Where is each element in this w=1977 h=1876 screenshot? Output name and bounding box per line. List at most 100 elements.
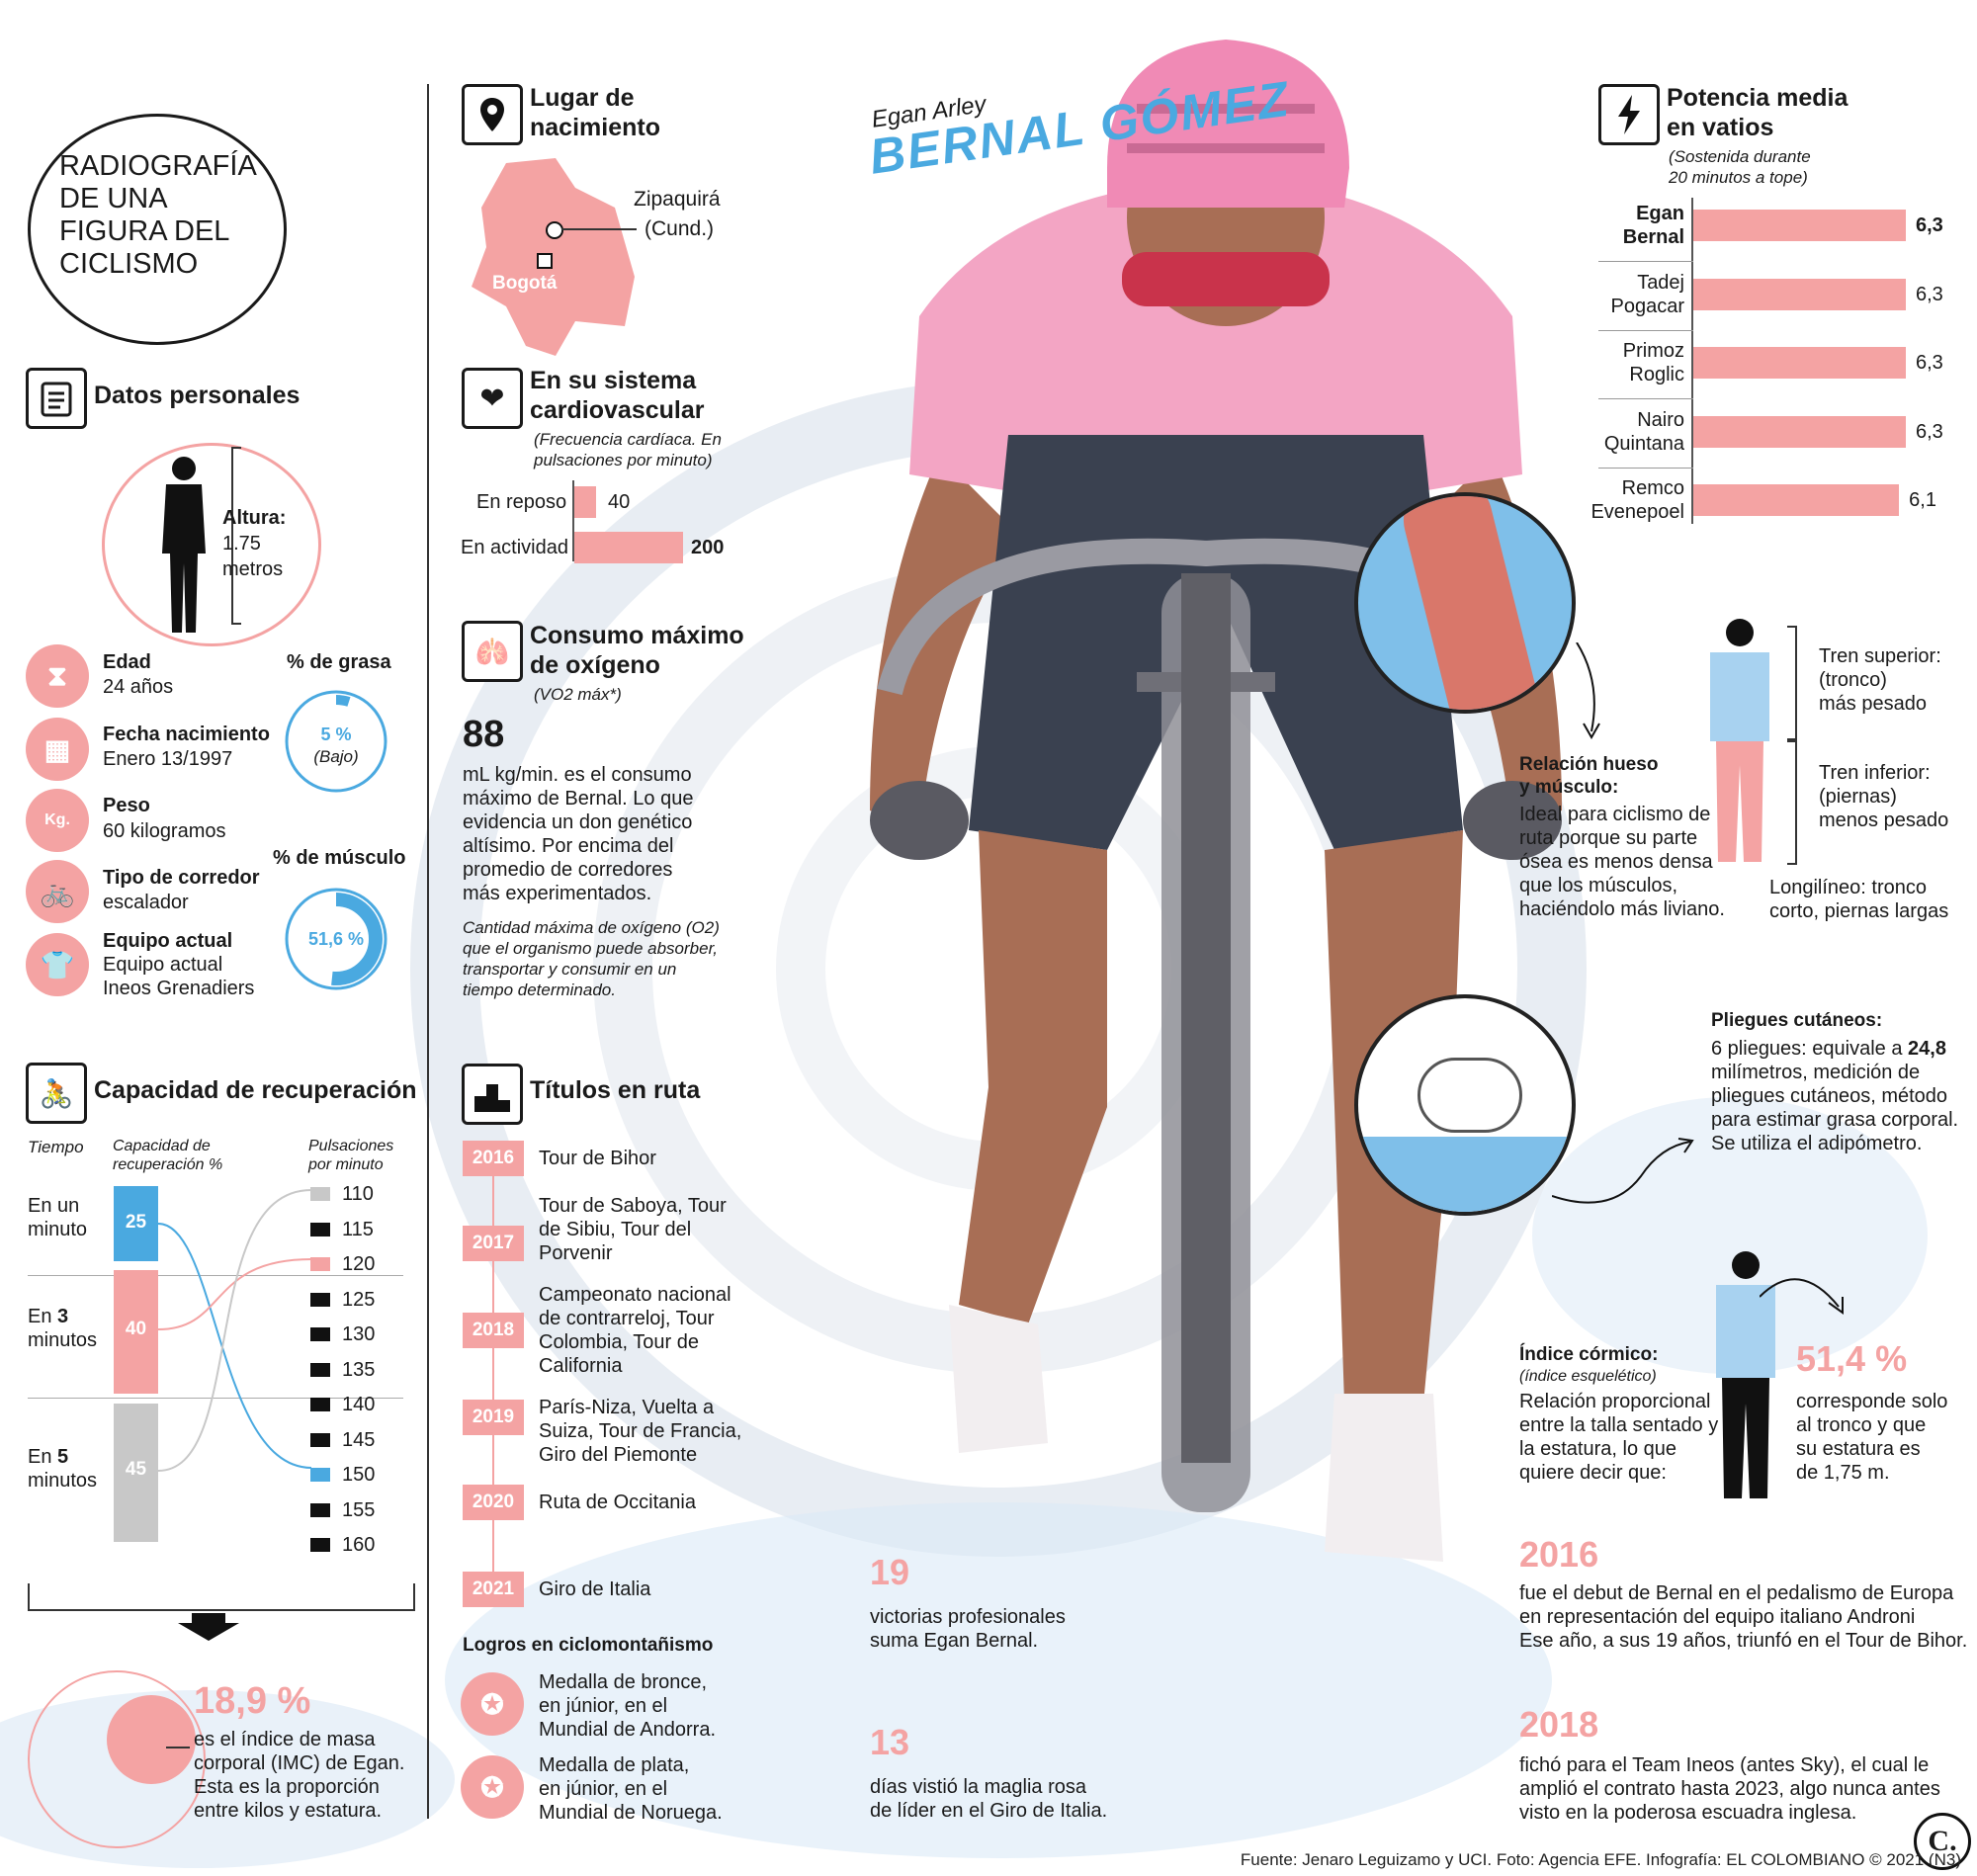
page-title: RADIOGRAFÍA DE UNA FIGURA DEL CICLISMO bbox=[59, 150, 256, 280]
title-text-2019: París-Niza, Vuelta a Suiza, Tour de Franc… bbox=[539, 1397, 742, 1466]
height-label: Altura: bbox=[222, 507, 287, 529]
cardio-sub: (Frecuencia cardíaca. En pulsaciones por … bbox=[534, 430, 722, 469]
title-year-2016: 2016 bbox=[463, 1141, 524, 1176]
fat-label: % de grasa bbox=[287, 651, 391, 673]
silhouette-icon bbox=[162, 457, 206, 633]
cormic-figure bbox=[1716, 1251, 1775, 1498]
skinfold-zoom-circle bbox=[1354, 994, 1576, 1216]
power-value: 6,3 bbox=[1916, 283, 1943, 305]
pulse-marker bbox=[310, 1187, 330, 1201]
titles-timeline bbox=[492, 1156, 494, 1591]
birthdate-label: Fecha nacimiento bbox=[103, 724, 270, 745]
recovery-col-pulse: Pulsaciones por minuto bbox=[308, 1138, 394, 1173]
fat-note: (Bajo) bbox=[313, 747, 359, 766]
title-year-2020: 2020 bbox=[463, 1485, 524, 1520]
location-pin-icon bbox=[462, 84, 523, 145]
cormic-value-text: corresponde solo al tronco y que su estatu… bbox=[1796, 1391, 1948, 1484]
power-value: 6,3 bbox=[1916, 214, 1943, 236]
cardio-bar-active bbox=[574, 532, 683, 563]
capacity-bar-25 bbox=[114, 1186, 158, 1261]
lungs-icon: 🫁 bbox=[462, 621, 523, 682]
column-divider bbox=[427, 84, 429, 1819]
pulse-value: 125 bbox=[342, 1288, 376, 1311]
source-credit: Fuente: Jenaro Leguizamo y UCI. Foto: Ag… bbox=[1240, 1850, 1961, 1869]
pulse-value: 115 bbox=[342, 1218, 374, 1240]
lightning-icon bbox=[1598, 84, 1660, 145]
capacity-value-45: 45 bbox=[125, 1459, 147, 1480]
skin-heading: Pliegues cutáneos: bbox=[1711, 1010, 1883, 1031]
cormic-value: 51,4 % bbox=[1796, 1338, 1908, 1379]
personal-heading: Datos personales bbox=[94, 382, 301, 409]
capacity-value-40: 40 bbox=[125, 1319, 147, 1339]
mtb-heading: Logros en ciclomontañismo bbox=[463, 1635, 714, 1656]
age-label: Edad bbox=[103, 651, 151, 673]
muscle-zoom-circle bbox=[1354, 492, 1576, 714]
birthplace-heading: Lugar de nacimiento bbox=[530, 84, 660, 141]
pulse-value: 150 bbox=[342, 1464, 376, 1486]
fat-donut bbox=[285, 690, 387, 793]
zipaquira-region: (Cund.) bbox=[645, 217, 715, 240]
team-label: Equipo actual bbox=[103, 930, 233, 952]
hourglass-icon: ⧗ bbox=[26, 644, 89, 708]
jersey-icon: 👕 bbox=[26, 933, 89, 996]
bogota-label: Bogotá bbox=[492, 273, 558, 294]
cardio-rest-value: 40 bbox=[608, 491, 631, 513]
title-year-2021: 2021 bbox=[463, 1572, 524, 1607]
power-row-divider bbox=[1598, 329, 1693, 331]
calendar-icon: ▦ bbox=[26, 718, 89, 781]
row-divider bbox=[28, 1275, 403, 1276]
clipboard-icon bbox=[26, 368, 87, 429]
cormic-sub: (índice esquelético) bbox=[1519, 1368, 1657, 1385]
title-year-2019: 2019 bbox=[463, 1400, 524, 1435]
recovery-heading: Capacidad de recuperación bbox=[94, 1076, 417, 1104]
pulse-marker bbox=[310, 1398, 330, 1411]
body-note: Longilíneo: tronco corto, piernas largas bbox=[1769, 877, 1949, 922]
height-unit: metros bbox=[222, 558, 284, 580]
arrow-icon bbox=[1576, 642, 1600, 740]
rider-type-value: escalador bbox=[103, 892, 189, 913]
power-value: 6,3 bbox=[1916, 420, 1943, 443]
skin-text: 6 pliegues: equivale a 24,8 milímetros, … bbox=[1711, 1038, 1959, 1154]
oxygen-note: Cantidad máxima de oxígeno (O2) que el or… bbox=[463, 918, 720, 999]
recovery-connectors bbox=[158, 1189, 312, 1472]
time-3min: En 3 minutos bbox=[28, 1306, 98, 1351]
zipaquira-label: Zipaquirá bbox=[634, 188, 721, 211]
power-value: 6,3 bbox=[1916, 352, 1943, 374]
milestone-text-2016: fue el debut de Bernal en el pedalismo d… bbox=[1519, 1582, 1968, 1652]
title-text-2017: Tour de Saboya, Tour de Sibiu, Tour del Po… bbox=[539, 1195, 727, 1264]
zipaquira-marker bbox=[546, 221, 563, 239]
pulse-marker bbox=[310, 1538, 330, 1552]
milestone-text-2018: fichó para el Team Ineos (antes Sky), el… bbox=[1519, 1754, 1940, 1824]
power-row-divider bbox=[1598, 467, 1693, 469]
titles-heading: Títulos en ruta bbox=[530, 1076, 701, 1104]
pulse-value: 140 bbox=[342, 1394, 376, 1415]
cormic-heading: Índice córmico: bbox=[1519, 1344, 1659, 1365]
pulse-marker bbox=[310, 1362, 330, 1377]
title-text-2020: Ruta de Occitania bbox=[539, 1492, 696, 1513]
imc-value: 18,9 % bbox=[194, 1680, 311, 1722]
mtb-bronze-text: Medalla de bronce, en júnior, en el Mundia… bbox=[539, 1671, 717, 1741]
weight-value: 60 kilogramos bbox=[103, 820, 226, 842]
rider-type-label: Tipo de corredor bbox=[103, 867, 260, 889]
cundinamarca-map bbox=[472, 158, 635, 356]
title-text-2016: Tour de Bihor bbox=[539, 1148, 656, 1169]
bogota-marker bbox=[537, 253, 553, 269]
power-heading: Potencia media en vatios bbox=[1667, 84, 1848, 141]
pulse-value: 145 bbox=[342, 1428, 376, 1451]
cardio-heading: En su sistema cardiovascular bbox=[530, 367, 705, 424]
stat-victories-value: 19 bbox=[870, 1552, 910, 1592]
power-rider-name: Nairo Quintana bbox=[1603, 408, 1684, 455]
power-rider-name: Primoz Roglic bbox=[1622, 340, 1684, 385]
power-bar bbox=[1693, 347, 1906, 379]
fat-value: 5 % bbox=[320, 725, 352, 744]
down-arrow-icon bbox=[178, 1613, 239, 1641]
imc-dot bbox=[107, 1695, 196, 1784]
heart-icon: ❤ bbox=[462, 368, 523, 429]
power-rider-name: Remco Evenepoel bbox=[1590, 477, 1684, 523]
arrow-icon bbox=[1552, 1138, 1694, 1204]
time-1min: En un minuto bbox=[28, 1195, 88, 1240]
podium-icon bbox=[462, 1064, 523, 1125]
power-bar bbox=[1693, 278, 1906, 310]
upper-bracket bbox=[1787, 626, 1797, 740]
cardio-rest-label: En reposo bbox=[476, 491, 567, 513]
